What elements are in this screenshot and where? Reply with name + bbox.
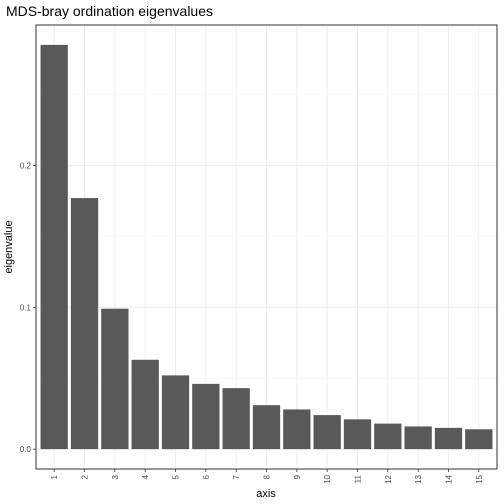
x-tick-label: 9 (293, 474, 302, 479)
bar (343, 419, 372, 450)
y-tick-label: 0.2 (20, 161, 32, 170)
x-tick-label: 1 (50, 474, 59, 479)
x-tick-label: 6 (202, 474, 211, 479)
x-tick-label: 14 (444, 474, 453, 483)
x-tick-label: 4 (141, 474, 150, 479)
y-tick-label: 0.0 (20, 445, 32, 454)
bars (40, 44, 493, 450)
bar (465, 429, 493, 450)
x-tick-label: 5 (172, 474, 181, 479)
bar (374, 423, 402, 450)
chart-title: MDS-bray ordination eigenvalues (6, 3, 213, 19)
y-tick-label: 0.1 (20, 303, 32, 312)
x-axis-label: axis (256, 488, 276, 500)
bar (40, 44, 68, 450)
x-tick-label: 7 (232, 474, 241, 479)
bar (434, 427, 463, 450)
bar (131, 359, 159, 450)
x-axis: 1 2 3 4 5 6 7 8 9 10 11 12 13 14 15 (50, 469, 484, 484)
bar (404, 426, 432, 450)
x-tick-label: 2 (81, 474, 90, 479)
y-axis-label: eigenvalue (3, 220, 15, 273)
bar (283, 409, 311, 450)
x-tick-label: 12 (384, 474, 393, 483)
x-tick-label: 8 (263, 474, 272, 479)
x-tick-label: 3 (111, 474, 120, 479)
bar (192, 383, 220, 450)
bar (313, 415, 341, 450)
x-tick-label: 11 (353, 474, 362, 483)
bar (70, 198, 99, 450)
bar (222, 388, 250, 450)
bar (161, 375, 190, 450)
bar (252, 405, 281, 450)
x-tick-label: 15 (475, 474, 484, 483)
y-axis: 0.0 0.1 0.2 (20, 161, 36, 454)
x-tick-label: 13 (414, 474, 423, 483)
x-tick-label: 10 (323, 474, 332, 483)
bar (101, 308, 129, 450)
